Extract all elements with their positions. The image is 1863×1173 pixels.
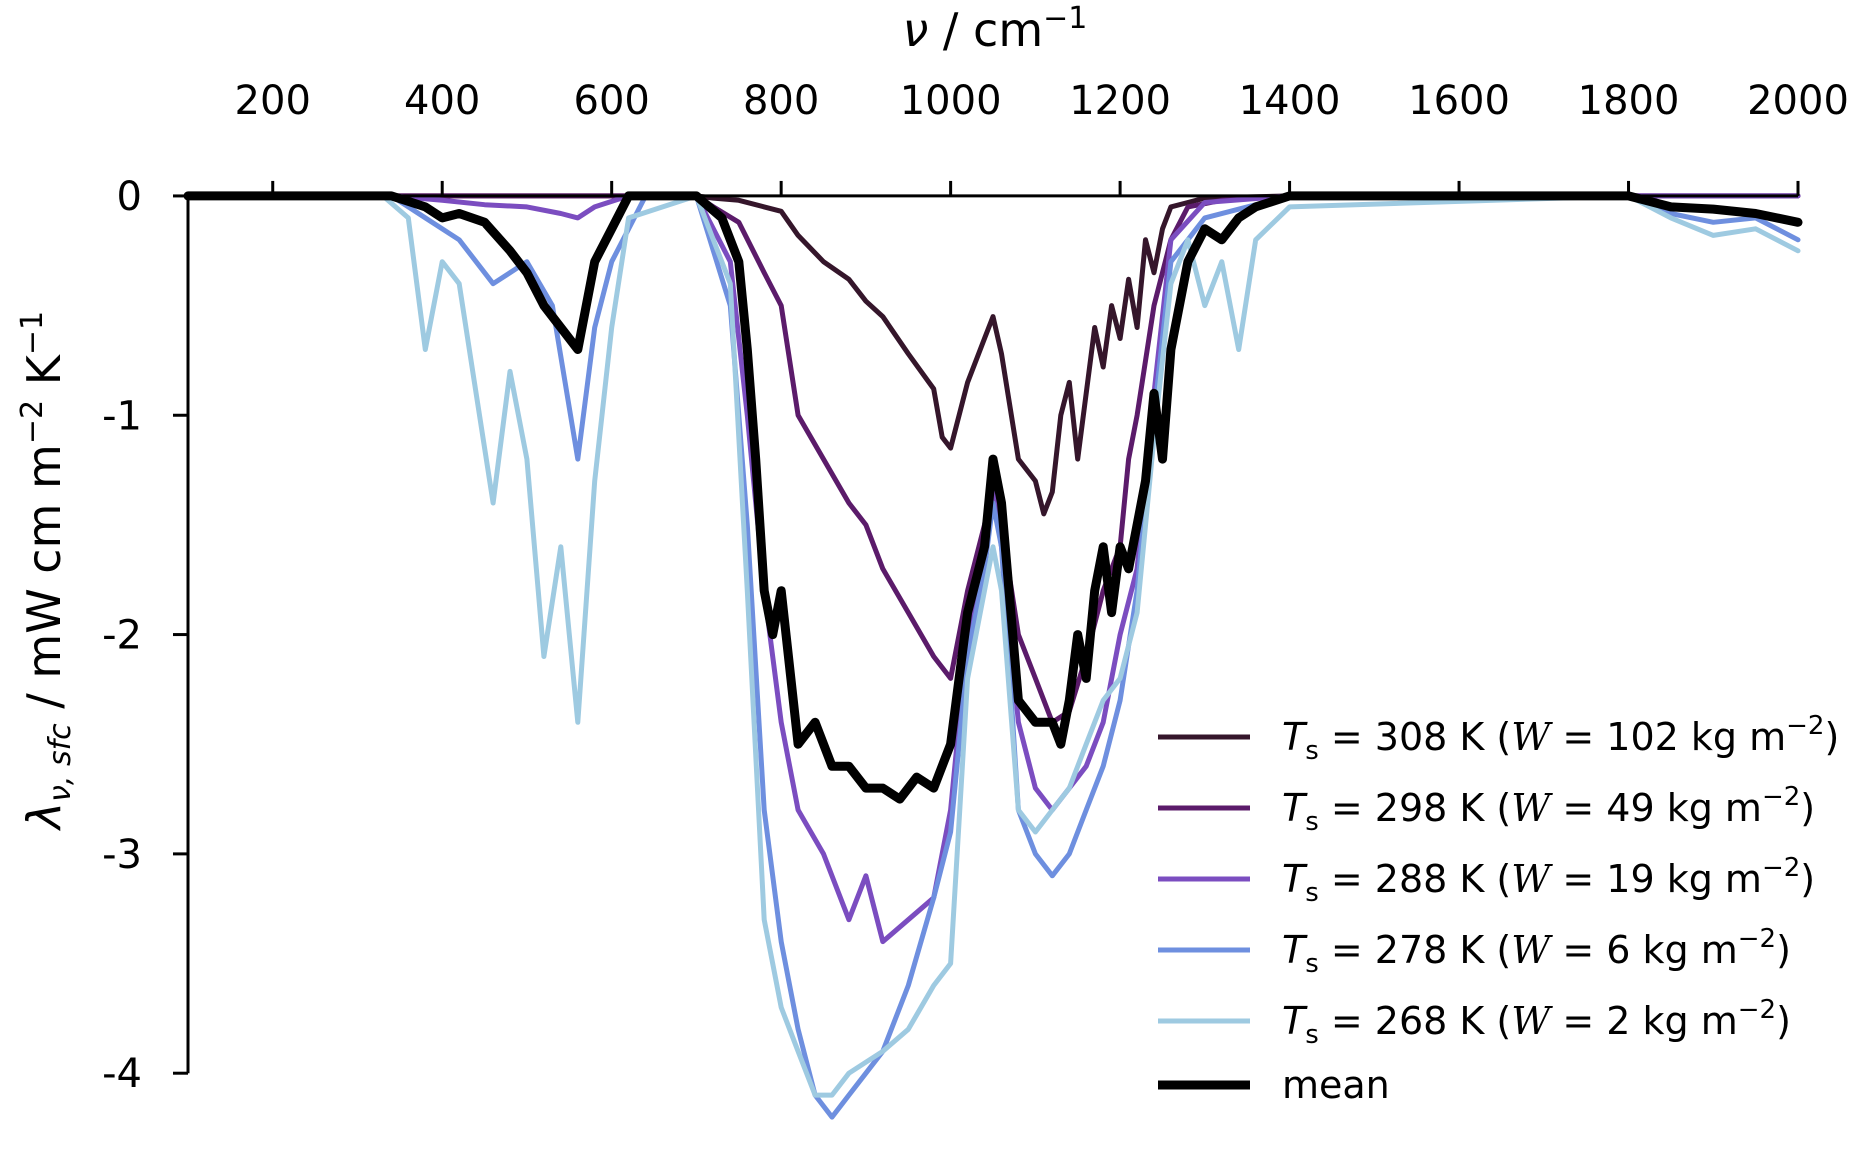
y-tick-label: -4 bbox=[102, 1051, 142, 1097]
series-line-mean bbox=[183, 191, 1803, 804]
y-tick-label: -3 bbox=[102, 832, 142, 878]
legend-label: Ts = 288 K (W = 19 kg m−2) bbox=[1282, 853, 1815, 908]
legend-label: Ts = 278 K (W = 6 kg m−2) bbox=[1282, 924, 1791, 979]
y-tick-label: -2 bbox=[102, 613, 142, 659]
legend-label: Ts = 308 K (W = 102 kg m−2) bbox=[1282, 711, 1839, 766]
legend-label: Ts = 298 K (W = 49 kg m−2) bbox=[1282, 782, 1815, 837]
x-tick-label: 400 bbox=[404, 78, 480, 124]
x-ticks: 200 400 600 800 1000 1200 1400 1600 1800 2000 bbox=[235, 78, 1849, 196]
x-tick-label: 1000 bbox=[900, 78, 1002, 124]
x-tick-label: 600 bbox=[574, 78, 650, 124]
series-line-4 bbox=[185, 193, 1801, 1098]
legend: Ts = 308 K (W = 102 kg m−2) Ts = 298 K (W… bbox=[1158, 711, 1839, 1107]
y-tick-label: 0 bbox=[117, 174, 142, 220]
x-tick-label: 200 bbox=[235, 78, 311, 124]
series-line-0 bbox=[185, 193, 1801, 517]
y-ticks: 0 -1 -2 -3 -4 bbox=[102, 174, 188, 1097]
series-line-2 bbox=[185, 193, 1801, 945]
x-tick-label: 1600 bbox=[1408, 78, 1510, 124]
x-tick-label: 800 bbox=[743, 78, 819, 124]
plot-lines bbox=[183, 191, 1803, 1120]
series-line-3 bbox=[185, 193, 1801, 1120]
axes: 200 400 600 800 1000 1200 1400 1600 1800 2000 0 -1… bbox=[102, 78, 1849, 1097]
x-tick-label: 1800 bbox=[1578, 78, 1680, 124]
x-tick-label: 1200 bbox=[1069, 78, 1171, 124]
x-tick-label: 2000 bbox=[1747, 78, 1849, 124]
x-tick-label: 1400 bbox=[1239, 78, 1341, 124]
legend-label: mean bbox=[1282, 1063, 1390, 1107]
y-tick-label: -1 bbox=[102, 393, 142, 439]
y-axis-title: λν, sfc / mW cm m−2 K−1 bbox=[15, 311, 78, 832]
x-axis-title: ν / cm−1 bbox=[903, 1, 1088, 57]
legend-label: Ts = 268 K (W = 2 kg m−2) bbox=[1282, 995, 1791, 1050]
